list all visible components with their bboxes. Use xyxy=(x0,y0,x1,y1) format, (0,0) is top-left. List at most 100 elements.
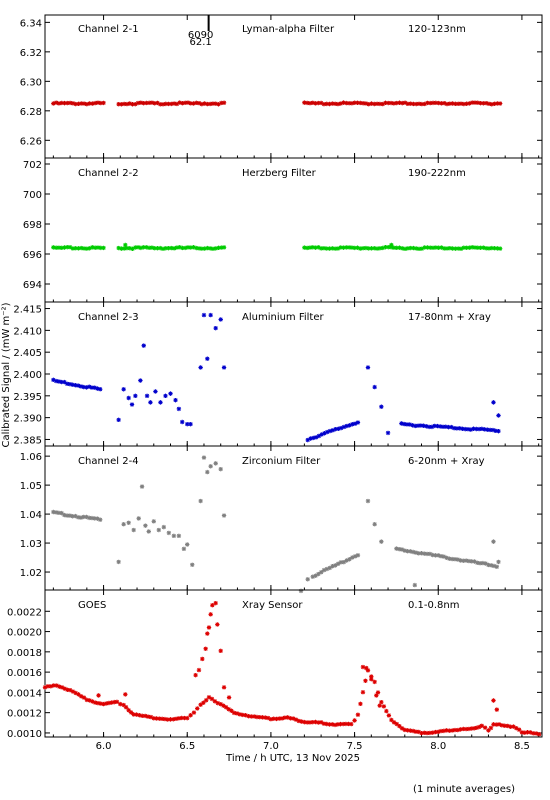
data-point xyxy=(174,245,180,250)
data-point xyxy=(223,705,229,710)
data-point xyxy=(260,715,265,720)
data-point xyxy=(372,679,377,685)
panel-frame xyxy=(44,589,543,738)
data-point xyxy=(489,102,494,107)
data-point xyxy=(313,719,318,725)
data-point xyxy=(469,559,474,564)
panel-filter-label: Lyman-alpha Filter xyxy=(242,24,335,35)
y-tick-label: 2.385 xyxy=(13,435,42,446)
data-point xyxy=(128,710,134,715)
data-point xyxy=(430,100,436,106)
data-point xyxy=(452,727,458,733)
data-point xyxy=(426,424,432,430)
data-point xyxy=(352,718,357,723)
data-point xyxy=(449,728,455,733)
data-point xyxy=(81,695,87,700)
data-point xyxy=(433,100,439,106)
data-point xyxy=(321,721,327,726)
data-point xyxy=(324,101,329,107)
data-point xyxy=(469,100,475,105)
data-point xyxy=(496,559,501,565)
data-point xyxy=(101,701,106,707)
data-point xyxy=(410,549,416,555)
data-point xyxy=(123,242,128,248)
data-point xyxy=(155,245,160,251)
x-tick-label: 6.5 xyxy=(179,741,195,752)
data-point xyxy=(327,246,332,251)
data-point xyxy=(92,385,97,390)
data-point xyxy=(302,245,307,250)
data-point xyxy=(419,730,424,736)
data-point xyxy=(208,312,213,318)
data-point xyxy=(399,547,405,552)
panel-filter-label: Herzberg Filter xyxy=(242,168,317,179)
data-point xyxy=(78,384,84,389)
data-point xyxy=(436,553,441,558)
data-point xyxy=(251,714,257,719)
data-point xyxy=(89,515,95,521)
data-point xyxy=(481,245,486,250)
data-point xyxy=(490,427,496,433)
data-point xyxy=(369,246,374,251)
data-point xyxy=(413,550,419,555)
data-point xyxy=(158,102,163,107)
data-point xyxy=(432,423,437,429)
data-point xyxy=(64,513,70,518)
data-point xyxy=(458,101,464,106)
data-point xyxy=(76,692,81,697)
data-point xyxy=(93,245,98,250)
data-point xyxy=(141,100,146,106)
data-point xyxy=(489,245,494,251)
data-point xyxy=(452,557,458,562)
panel-frame xyxy=(44,157,543,303)
data-points xyxy=(51,312,501,443)
data-point xyxy=(89,385,95,390)
data-point xyxy=(207,101,213,107)
data-point xyxy=(380,101,385,107)
data-point xyxy=(201,312,207,318)
data-point xyxy=(221,245,227,250)
data-point xyxy=(444,728,449,733)
data-point xyxy=(157,716,162,721)
data-point xyxy=(333,426,338,432)
data-point xyxy=(379,404,384,409)
data-point xyxy=(171,717,176,722)
data-point xyxy=(119,102,124,107)
data-point xyxy=(525,730,530,735)
data-point xyxy=(421,423,426,428)
data-point xyxy=(343,721,349,727)
data-point xyxy=(360,101,366,106)
data-point xyxy=(377,246,383,251)
data-point xyxy=(400,100,405,106)
y-tick-label: 6.26 xyxy=(20,136,42,147)
data-point xyxy=(461,726,466,732)
y-axis: 694 696 698 700 702 xyxy=(23,158,542,302)
data-point xyxy=(210,246,216,251)
data-point xyxy=(355,420,361,425)
data-point xyxy=(341,559,347,565)
data-point xyxy=(411,245,416,251)
data-point xyxy=(461,101,467,107)
data-point xyxy=(519,730,525,735)
data-point xyxy=(144,100,149,106)
data-point xyxy=(415,423,421,428)
data-point xyxy=(402,246,408,252)
data-point xyxy=(397,723,402,729)
data-point xyxy=(405,246,411,251)
annotation-value: 62.1 xyxy=(189,37,211,48)
data-point xyxy=(226,707,231,712)
data-point xyxy=(161,524,167,530)
data-point xyxy=(347,423,352,428)
data-point xyxy=(126,708,131,713)
data-point xyxy=(338,425,344,431)
data-point xyxy=(311,435,316,441)
data-point xyxy=(84,697,90,703)
data-point xyxy=(430,552,435,558)
data-point xyxy=(90,101,95,106)
data-point xyxy=(116,559,121,565)
data-point xyxy=(302,719,307,725)
data-point xyxy=(151,716,156,721)
data-point xyxy=(341,424,347,430)
data-point xyxy=(483,561,488,566)
data-point xyxy=(67,100,73,106)
